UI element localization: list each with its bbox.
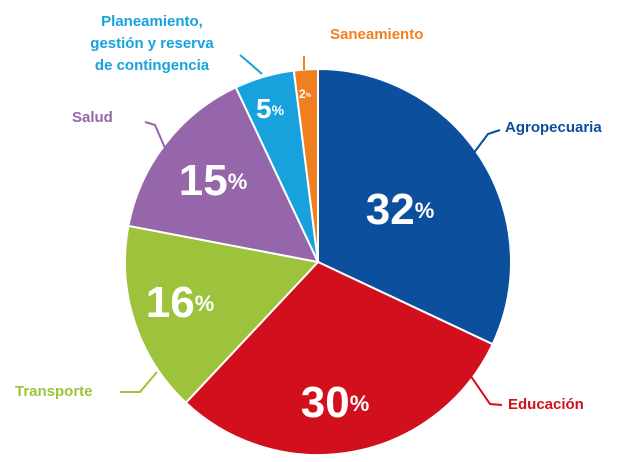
pie-slice (124, 224, 320, 405)
pie-slice (127, 86, 320, 264)
pie-slice (292, 67, 319, 263)
category-label: Transporte (15, 383, 93, 400)
leader-line (469, 129, 501, 159)
data-label: 30% (301, 378, 370, 427)
data-label: 32% (366, 185, 435, 234)
leader-line (239, 54, 263, 75)
category-label: Salud (72, 109, 113, 126)
data-label: 2% (299, 87, 312, 101)
leader-line (144, 121, 166, 149)
category-label: Saneamiento (330, 26, 423, 43)
category-label: Educación (508, 396, 584, 413)
pie-slice (317, 67, 512, 346)
data-label: 15% (179, 156, 248, 205)
category-label: Planeamiento, gestión y reserva de conting… (90, 13, 214, 74)
leader-line (467, 371, 503, 406)
pie-slice (184, 260, 494, 456)
data-label: 5% (256, 93, 285, 124)
data-label: 16% (146, 278, 215, 327)
leader-line (120, 371, 158, 393)
category-label: Agropecuaria (505, 119, 602, 136)
